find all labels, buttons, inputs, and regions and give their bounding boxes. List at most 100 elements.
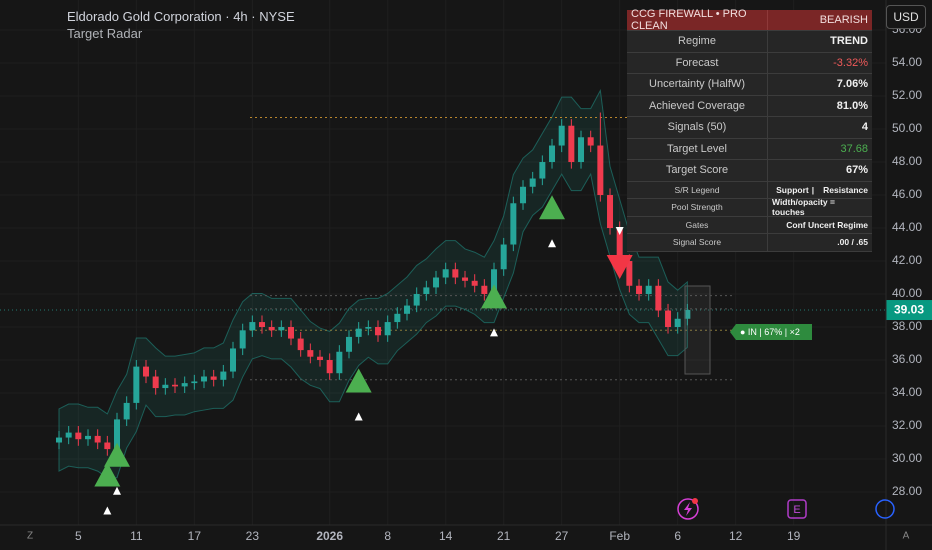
candle-body [375,327,382,336]
candle-body [636,285,643,295]
timezone-button[interactable]: Z [27,531,33,542]
y-tick-label: 46.00 [892,187,922,201]
candle-body [394,313,401,323]
candle-body [191,381,198,384]
candle-body [307,350,314,357]
signal-marker [539,195,566,220]
candle-body [249,322,256,331]
row-key: Regime [627,31,768,52]
legend-sep: | [811,184,815,195]
candle-body [539,162,546,179]
status-text: ● IN | 67% | ×2 [740,327,800,337]
candles-layer [56,112,691,456]
table-row: S/R Legend Support | Resistance [627,181,872,199]
table-row: Pool Strength Width/opacity = touches [627,197,872,218]
candle-body [423,287,430,295]
candle-body [607,195,614,229]
row-key: Signal Score [627,234,768,251]
signal-marker [345,368,372,393]
earnings-icon[interactable] [787,499,807,519]
table-row: Regime TREND [627,31,872,53]
candle-body [326,360,333,374]
x-tick-label: 8 [384,529,391,543]
row-key: S/R Legend [627,181,768,198]
y-tick-label: 30.00 [892,451,922,465]
x-tick-label: 21 [497,529,511,543]
stats-table: CCG FIREWALL • PRO CLEAN BEARISH Regime T… [627,8,872,252]
row-key: Pool Strength [627,199,768,216]
candle-body [491,269,498,295]
signal-tick [615,226,624,235]
table-row: Target Level 37.68 [627,138,872,160]
x-tick-label: 23 [246,529,260,543]
row-value: Support | Resistance [768,182,872,199]
candle-body [500,244,507,270]
table-row: Uncertainty (HalfW) 7.06% [627,74,872,96]
candle-body [210,376,217,380]
dividend-icon[interactable] [677,498,699,520]
x-tick-label: Feb [609,529,630,543]
signal-marker [104,442,131,467]
candle-body [578,137,585,163]
header-cell: CCG FIREWALL • PRO CLEAN [627,8,768,32]
candle-body [65,432,72,438]
candle-body [665,310,672,328]
auto-scale-button[interactable]: A [903,531,910,542]
y-tick-label: 34.00 [892,385,922,399]
x-tick-label: 17 [188,529,202,543]
candle-body [452,269,459,278]
y-tick-label: 44.00 [892,220,922,234]
candle-body [549,145,556,163]
candle-body [433,277,440,288]
x-tick-label: 11 [130,529,143,543]
candle-body [181,383,188,387]
signals-layer [94,195,633,515]
candle-body [684,310,691,319]
table-row: Signal Score .00 / .65 [627,234,872,252]
row-key: Gates [627,216,768,233]
status-label: ● IN | 67% | ×2 [730,324,812,340]
row-value: Conf Uncert Regime [786,219,868,230]
indicator-name: Target Radar [67,26,143,41]
candle-body [288,327,295,339]
candle-body [471,280,478,286]
candle-body [346,336,353,352]
candle-body [230,348,237,372]
table-header: CCG FIREWALL • PRO CLEAN BEARISH [627,8,872,32]
uncertainty-band [58,88,688,479]
chart-title: Eldorado Gold Corporation · 4h · NYSE [67,9,295,24]
candle-body [558,125,565,146]
x-tick-label: 6 [674,529,681,543]
candle-body [568,125,575,163]
row-value: 67% [845,164,868,177]
table-row: Signals (50) 4 [627,117,872,139]
row-value: -3.32% [833,56,868,69]
row-value: Width/opacity = touches [772,197,835,218]
candle-body [268,327,275,331]
currency-button[interactable]: USD [886,5,926,29]
y-tick-label: 40.00 [892,286,922,300]
candle-body [317,356,324,361]
x-tick-label: 14 [439,529,453,543]
status-box [730,324,812,340]
row-value: 7.06% [836,78,868,91]
candle-body [94,435,101,443]
y-tick-label: 48.00 [892,154,922,168]
candle-body [597,145,604,196]
candle-body [529,178,536,187]
table-row: Target Score 67% [627,160,872,182]
legend-text: Resistance [823,184,868,195]
candle-body [123,402,130,420]
candle-body [626,261,633,286]
candle-body [162,384,169,389]
signal-tick [113,486,122,495]
candle-body [336,351,343,374]
news-icon[interactable] [875,499,895,519]
projection-box [684,285,711,375]
signal-marker [481,284,508,309]
candle-body [259,322,266,328]
legend-text: Support [776,184,809,195]
row-key: Forecast [627,52,768,73]
candle-body [674,318,681,328]
